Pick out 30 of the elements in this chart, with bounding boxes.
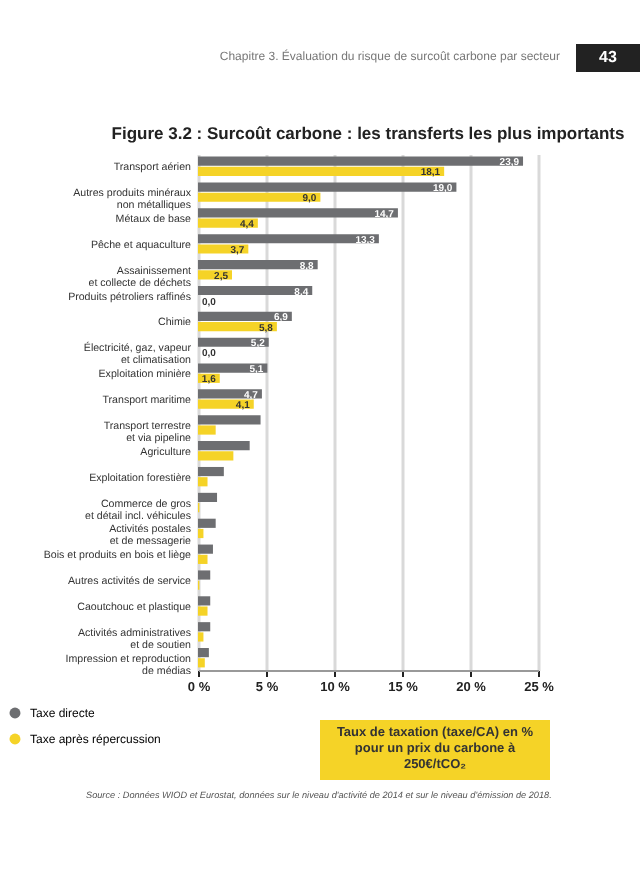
bar	[198, 648, 209, 658]
bar	[198, 528, 204, 539]
bar	[198, 166, 445, 176]
bar	[198, 285, 313, 296]
chart-title: Figure 3.2 : Surcoût carbone : les transferts les plus importants	[111, 123, 626, 143]
bar	[198, 554, 208, 564]
bar	[198, 425, 216, 435]
bar	[198, 441, 250, 451]
bar	[198, 466, 224, 477]
bar	[198, 389, 262, 399]
bar	[198, 156, 524, 166]
bar	[198, 518, 216, 528]
bar	[198, 208, 398, 218]
bar	[198, 606, 208, 616]
bar	[198, 415, 261, 425]
bar	[198, 182, 457, 192]
bar	[198, 570, 211, 580]
text: 43	[576, 44, 640, 72]
bar	[198, 477, 208, 487]
bar	[198, 622, 211, 632]
bar	[198, 596, 211, 606]
bar	[198, 244, 249, 254]
bar	[198, 260, 318, 270]
bar	[198, 192, 321, 202]
bar	[198, 658, 205, 668]
bar	[198, 451, 234, 461]
bar	[198, 544, 213, 554]
bar	[198, 234, 379, 244]
bar	[198, 492, 218, 503]
bar	[198, 632, 204, 642]
